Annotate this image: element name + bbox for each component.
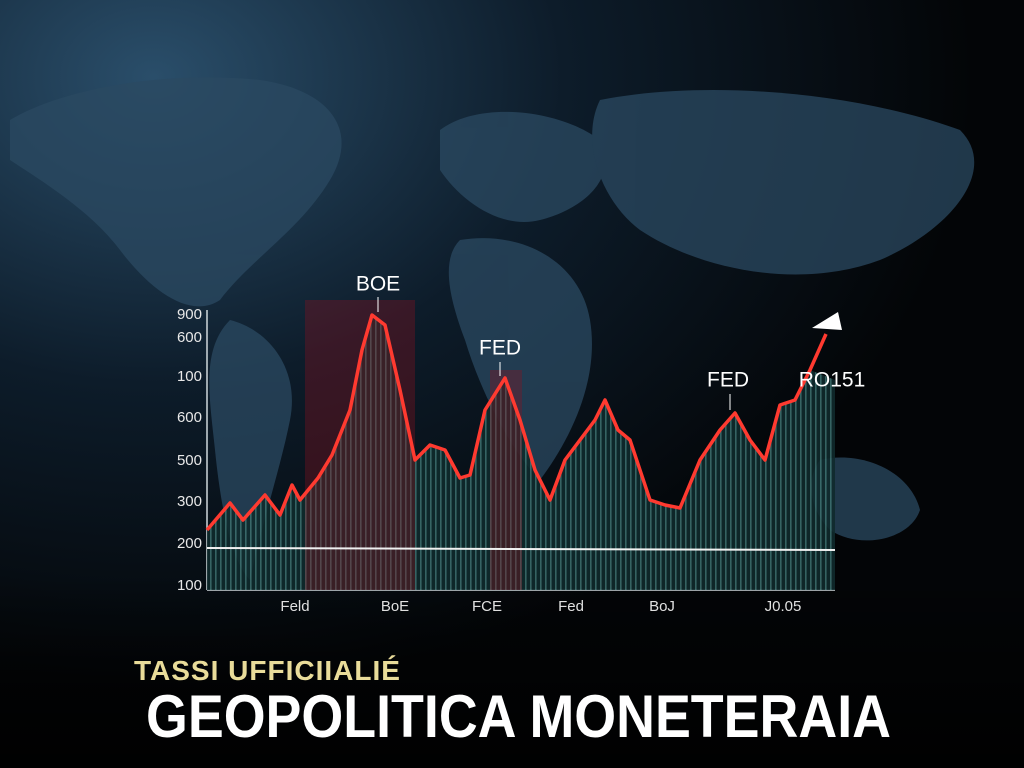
highlight-band <box>490 370 522 590</box>
annotation: FED <box>707 369 749 392</box>
headline: TASSI UFFICIIALIÉ <box>134 655 401 686</box>
y-tick-label: 500 <box>177 452 202 469</box>
y-tick-label: 900 <box>177 306 202 323</box>
y-tick-label: 300 <box>177 493 202 510</box>
area <box>207 315 835 590</box>
x-tick-label: BoJ <box>649 598 675 615</box>
annotation: BOE <box>356 273 400 296</box>
y-tick-label: 100 <box>177 577 202 594</box>
x-tick-label: Feld <box>280 598 309 615</box>
title: GEOPOLITICA MONETERAIA <box>146 683 891 750</box>
y-tick-label: 600 <box>177 409 202 426</box>
baseline <box>206 547 836 551</box>
y-tick-label: 600 <box>177 329 202 346</box>
x-tick-label: Fed <box>558 598 584 615</box>
chart: 900 600 100 600 500 300 200 100 Feld BoE… <box>177 273 865 615</box>
x-tick-label: J0.05 <box>765 598 802 615</box>
line <box>205 313 828 532</box>
highlight-band <box>305 300 415 590</box>
y-tick-label: 200 <box>177 535 202 552</box>
annotation: FED <box>479 337 521 360</box>
x-tick-label: BoE <box>381 598 409 615</box>
arrow-head <box>812 312 842 330</box>
annotation: RO151 <box>799 369 866 392</box>
x-tick-label: FCE <box>472 598 502 615</box>
y-tick-label: 100 <box>177 368 202 385</box>
